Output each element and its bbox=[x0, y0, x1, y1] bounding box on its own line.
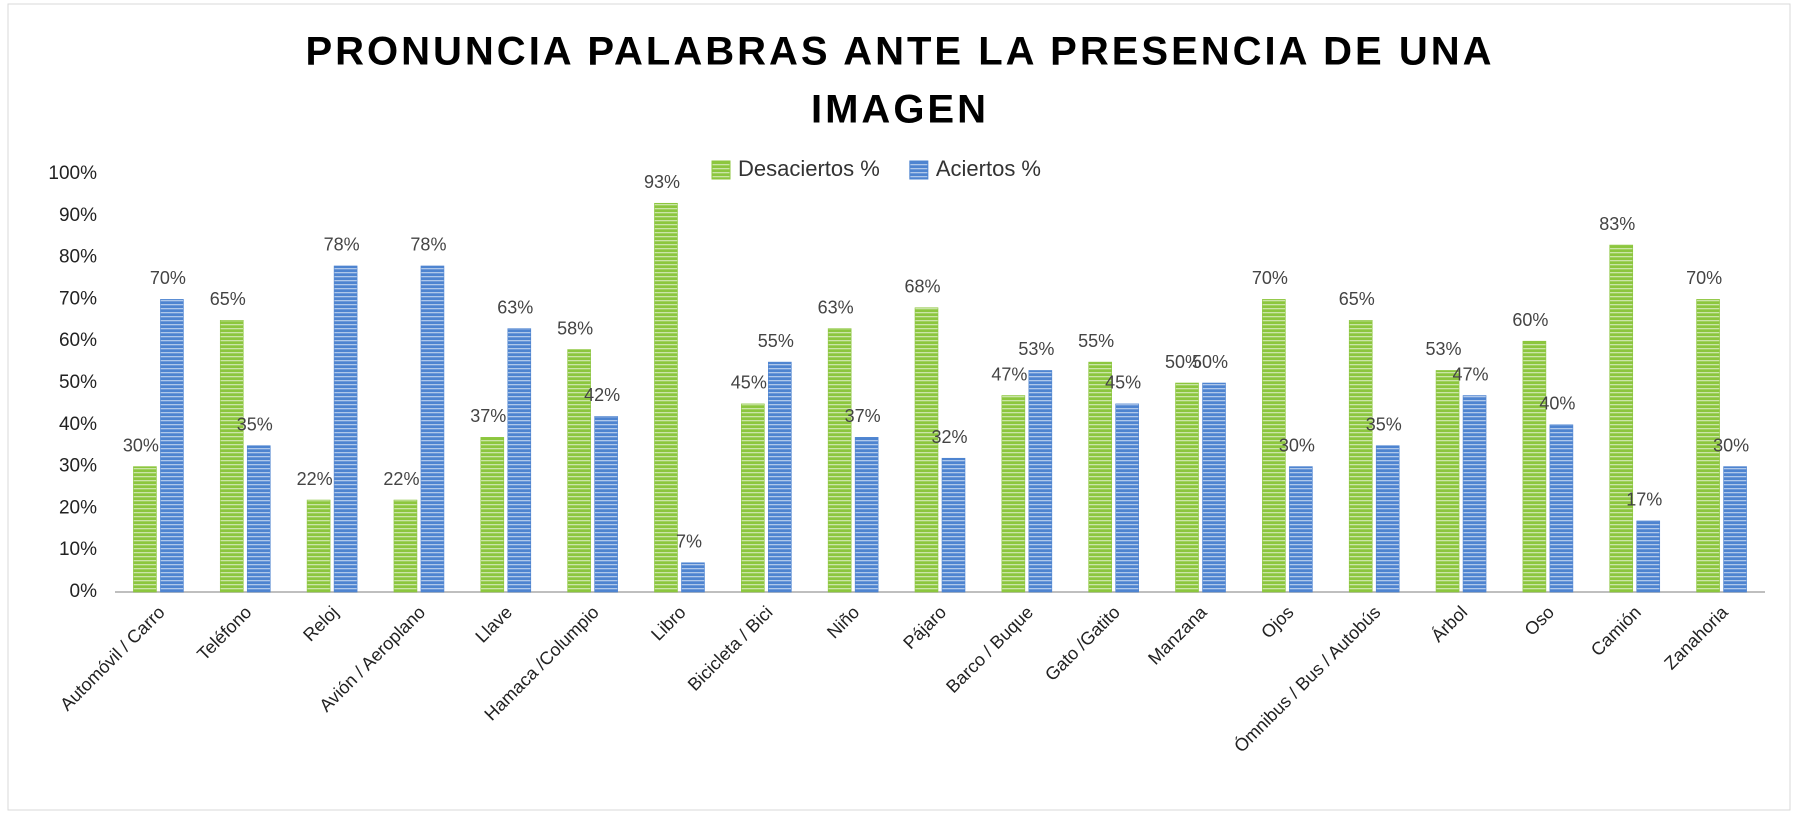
bar bbox=[1202, 382, 1226, 593]
bar bbox=[507, 328, 532, 593]
value-label: 53% bbox=[1018, 339, 1054, 359]
bar bbox=[827, 328, 852, 593]
value-label: 83% bbox=[1599, 214, 1635, 234]
value-label: 78% bbox=[324, 235, 360, 255]
value-label: 42% bbox=[584, 385, 620, 405]
bar bbox=[941, 457, 966, 593]
value-label: 60% bbox=[1512, 310, 1548, 330]
y-tick-label: 60% bbox=[59, 330, 97, 351]
y-tick-label: 50% bbox=[59, 372, 97, 393]
legend-swatch bbox=[909, 160, 929, 180]
y-tick-label: 90% bbox=[59, 205, 97, 226]
bar bbox=[854, 437, 879, 593]
value-label: 58% bbox=[557, 318, 593, 338]
value-label: 93% bbox=[644, 172, 680, 192]
bar bbox=[1435, 370, 1460, 593]
bar bbox=[1115, 403, 1139, 593]
value-label: 30% bbox=[123, 435, 159, 455]
bar bbox=[393, 499, 418, 593]
bar bbox=[480, 437, 505, 593]
bar bbox=[160, 299, 184, 593]
value-label: 40% bbox=[1539, 394, 1575, 414]
bar bbox=[1289, 466, 1313, 593]
y-tick-label: 20% bbox=[59, 497, 97, 518]
bar bbox=[306, 499, 331, 593]
value-label: 78% bbox=[410, 235, 446, 255]
value-label: 35% bbox=[1366, 414, 1402, 434]
legend-label: Aciertos % bbox=[936, 156, 1041, 181]
value-label: 45% bbox=[731, 373, 767, 393]
bar bbox=[1348, 319, 1373, 593]
bar bbox=[654, 202, 678, 593]
value-label: 30% bbox=[1713, 435, 1749, 455]
y-tick-label: 80% bbox=[59, 247, 97, 268]
value-label: 50% bbox=[1165, 352, 1201, 372]
bar bbox=[420, 265, 445, 593]
bar bbox=[594, 416, 618, 593]
value-label: 55% bbox=[1078, 331, 1114, 351]
value-label: 63% bbox=[497, 297, 533, 317]
value-label: 55% bbox=[758, 331, 794, 351]
y-tick-label: 30% bbox=[59, 456, 97, 477]
value-label: 22% bbox=[297, 469, 333, 489]
value-label: 37% bbox=[470, 406, 506, 426]
bar bbox=[1088, 361, 1112, 593]
y-tick-label: 70% bbox=[59, 288, 97, 309]
bar bbox=[333, 265, 358, 593]
y-tick-label: 40% bbox=[59, 414, 97, 435]
chart-title: PRONUNCIA PALABRAS ANTE LA PRESENCIA DE … bbox=[305, 30, 1494, 74]
value-label: 7% bbox=[676, 531, 702, 551]
value-label: 50% bbox=[1192, 352, 1228, 372]
bar bbox=[1609, 244, 1634, 593]
bar bbox=[1549, 424, 1574, 593]
value-label: 63% bbox=[818, 297, 854, 317]
value-label: 30% bbox=[1279, 435, 1315, 455]
value-label: 45% bbox=[1105, 373, 1141, 393]
bar bbox=[681, 562, 705, 593]
chart-frame bbox=[7, 3, 1791, 811]
bar bbox=[133, 466, 157, 593]
value-label: 70% bbox=[1686, 268, 1722, 288]
value-label: 47% bbox=[991, 364, 1027, 384]
legend-label: Desaciertos % bbox=[738, 156, 880, 181]
bar bbox=[914, 307, 939, 593]
bar bbox=[1723, 466, 1747, 593]
bar bbox=[1522, 340, 1547, 593]
value-label: 32% bbox=[931, 427, 967, 447]
bar bbox=[219, 319, 244, 593]
value-label: 17% bbox=[1626, 490, 1662, 510]
bar bbox=[1262, 299, 1286, 593]
bar bbox=[567, 349, 591, 593]
value-label: 37% bbox=[845, 406, 881, 426]
legend-swatch bbox=[711, 160, 731, 180]
y-tick-label: 0% bbox=[70, 581, 98, 602]
y-tick-label: 100% bbox=[48, 163, 97, 184]
bar bbox=[1462, 395, 1487, 593]
bar bbox=[741, 403, 765, 593]
bar bbox=[1175, 382, 1199, 593]
value-label: 53% bbox=[1426, 339, 1462, 359]
bar bbox=[1696, 299, 1720, 593]
y-tick-label: 10% bbox=[59, 539, 97, 560]
bar bbox=[1636, 520, 1661, 593]
value-label: 70% bbox=[1252, 268, 1288, 288]
value-label: 70% bbox=[150, 268, 186, 288]
value-label: 65% bbox=[1339, 289, 1375, 309]
value-label: 68% bbox=[904, 277, 940, 297]
chart-title: IMAGEN bbox=[811, 88, 989, 132]
bar bbox=[1001, 395, 1026, 593]
bar bbox=[768, 361, 792, 593]
value-label: 22% bbox=[383, 469, 419, 489]
value-label: 35% bbox=[237, 414, 273, 434]
value-label: 47% bbox=[1453, 364, 1489, 384]
value-label: 65% bbox=[210, 289, 246, 309]
bar bbox=[1375, 445, 1400, 593]
bar bbox=[1028, 370, 1053, 593]
bar bbox=[246, 445, 271, 593]
